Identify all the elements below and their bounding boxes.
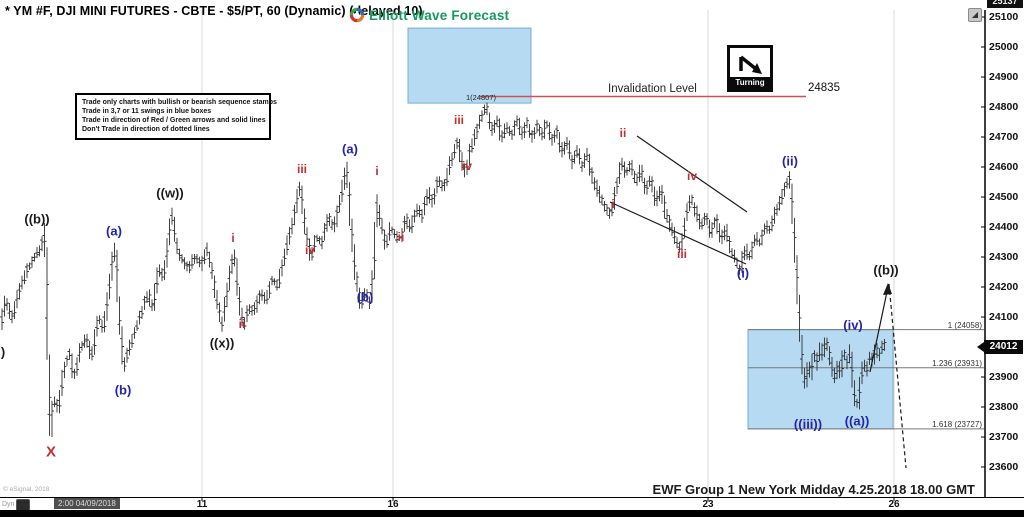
wave-label: (a): [106, 223, 122, 239]
footer-annotation: EWF Group 1 New York Midday 4.25.2018 18…: [652, 482, 975, 497]
wave-label: ((a)): [844, 413, 870, 429]
invalidation-level-label: Invalidation Level: [608, 83, 697, 95]
rule-line: Trade only charts with bullish or bearis…: [82, 99, 277, 106]
blue-boxes: [407, 27, 894, 430]
blue-box: [747, 329, 894, 430]
rule-line: Don't Trade in direction of dotted lines: [82, 126, 210, 133]
axis-top-price-badge: 25137: [987, 0, 1023, 8]
gridlines: [201, 10, 895, 501]
wave-label: (i): [736, 265, 750, 281]
blue-box: [407, 27, 532, 104]
y-axis-tick-label: 24100: [989, 311, 1019, 323]
wave-label: iv: [461, 159, 473, 173]
y-axis-tick-label: 24800: [989, 101, 1019, 113]
wave-label: X: [45, 443, 57, 461]
wave-label: (a): [342, 141, 358, 157]
x-axis-tick-label: 11: [196, 499, 208, 510]
fib-level-label: 1.236 (23931): [932, 358, 982, 368]
ewf-swirl-logo-icon: [349, 7, 365, 23]
brand-logo: Elliott Wave Forecast: [349, 7, 509, 23]
x-axis-line: [0, 497, 1024, 498]
y-axis-tick-label: 24600: [989, 161, 1019, 173]
current-price-badge: 24012: [984, 340, 1023, 354]
y-axis-tick-label: 24400: [989, 221, 1019, 233]
wave-label: ii: [619, 126, 627, 140]
wave-label: iv: [686, 169, 698, 183]
turning-stamp-label: Turning: [730, 77, 770, 89]
dyn-label: Dyn: [2, 501, 15, 508]
invalidation-price-label: 24835: [808, 82, 840, 94]
y-axis-tick-label: 25100: [989, 11, 1019, 23]
wave-label: ((w)): [156, 185, 184, 201]
y-axis-tick-label: 25000: [989, 41, 1019, 53]
axis-settings-icon[interactable]: ◢: [968, 8, 982, 22]
bottom-black-bar: [0, 510, 1024, 517]
y-axis-tick-label: 23600: [989, 461, 1019, 473]
y-axis-tick-label: 24200: [989, 281, 1019, 293]
wave-label: ): [0, 344, 6, 360]
chart-title: * YM #F, DJI MINI FUTURES - CBTE - $5/PT…: [5, 4, 423, 18]
wave-label: (b): [356, 289, 374, 305]
x-axis-tick-label: 16: [387, 499, 399, 510]
current-price-notch: [977, 342, 984, 352]
esignal-copyright: © eSignal, 2018: [3, 486, 50, 493]
x-axis-tick-label: 26: [888, 499, 900, 510]
rule-line: Trade in 3,7 or 11 swings in blue boxes: [82, 108, 212, 115]
fib-lines: [748, 329, 984, 430]
wave-label: ((b)): [873, 262, 899, 278]
rule-line: Trade in direction of Red / Green arrows…: [82, 117, 266, 124]
wave-label: ((x)): [209, 335, 235, 351]
y-axis-tick-label: 24700: [989, 131, 1019, 143]
wave-label: ((b)): [24, 211, 50, 227]
wave-label: ((iii)): [793, 416, 823, 432]
trading-rules-box: Trade only charts with bullish or bearis…: [75, 93, 277, 140]
turning-stamp: Turning: [727, 45, 773, 92]
trend-lines: [609, 135, 907, 469]
wave-label: (b): [114, 382, 132, 398]
wave-label: iii: [296, 162, 308, 176]
wave-label: i: [231, 231, 235, 245]
x-axis-date-badge: 2:00 04/09/2018: [54, 498, 120, 509]
y-axis-tick-label: 23900: [989, 371, 1019, 383]
y-axis-tick-label: 24500: [989, 191, 1019, 203]
y-axis-tick-label: 23700: [989, 431, 1019, 443]
y-axis-tick-label: 23800: [989, 401, 1019, 413]
wave-label: iii: [453, 113, 465, 127]
y-axis-tick-label: 24300: [989, 251, 1019, 263]
turning-arrow-icon: [734, 50, 768, 85]
wave-label: ii: [238, 317, 246, 331]
price-bars: [0, 102, 887, 437]
peak-price-label: 1(24807): [466, 93, 497, 102]
wave-label: iv: [304, 243, 316, 257]
x-axis-tick-label: 23: [702, 499, 714, 510]
wave-label: ii: [397, 230, 405, 244]
y-axis-tick-label: 24900: [989, 71, 1019, 83]
fib-level-label: 1.618 (23727): [932, 419, 982, 429]
wave-label: i: [611, 197, 615, 211]
wave-label: (ii): [782, 153, 798, 169]
brand-logo-text: Elliott Wave Forecast: [369, 7, 510, 23]
wave-label: iii: [676, 247, 688, 261]
fib-level-label: 1 (24058): [947, 320, 982, 330]
wave-label: (iv): [843, 317, 863, 333]
wave-label: i: [375, 164, 379, 178]
